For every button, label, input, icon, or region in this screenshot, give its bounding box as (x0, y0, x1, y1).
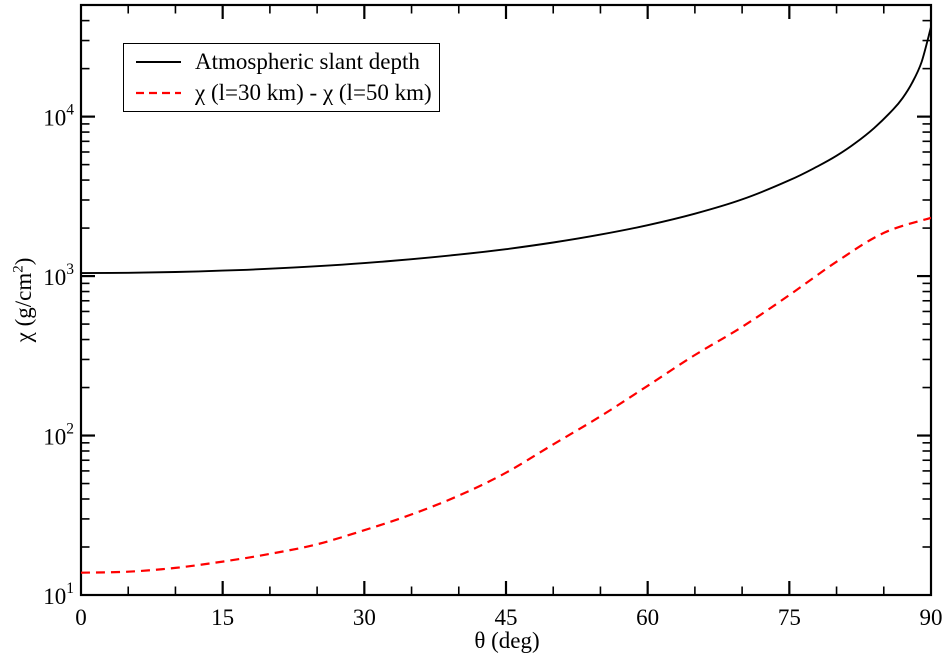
x-tick-label: 15 (211, 605, 234, 630)
series-line-atmospheric-slant-depth (81, 26, 931, 274)
legend-sample-dashed-line (136, 91, 181, 95)
y-tick-label: 103 (43, 261, 74, 290)
y-tick-label: 101 (43, 580, 74, 609)
legend-item-chi-difference: χ (l=30 km) - χ (l=50 km) (135, 80, 439, 106)
x-tick-label: 0 (75, 605, 87, 630)
legend-sample-solid-line (136, 61, 181, 63)
y-axis-title: χ (g/cm2) (10, 257, 36, 343)
x-axis-title: θ (deg) (474, 628, 540, 653)
legend-item-atmospheric-slant-depth: Atmospheric slant depth (135, 49, 439, 75)
series-line-chi-difference (81, 216, 931, 574)
y-tick-label: 102 (43, 421, 74, 450)
y-axis-title-superscript: 2 (10, 265, 27, 273)
x-tick-label: 30 (353, 605, 376, 630)
legend: Atmospheric slant depth χ (l=30 km) - χ … (123, 43, 440, 112)
legend-label-chi-difference: χ (l=30 km) - χ (l=50 km) (195, 80, 432, 105)
x-tick-label: 45 (495, 605, 518, 630)
x-tick-label: 75 (778, 605, 801, 630)
x-tick-label: 90 (920, 605, 943, 630)
legend-label-atmospheric-slant-depth: Atmospheric slant depth (195, 49, 420, 74)
plot-frame (79, 3, 933, 597)
x-tick-label: 60 (636, 605, 659, 630)
y-tick-label: 104 (43, 102, 74, 131)
